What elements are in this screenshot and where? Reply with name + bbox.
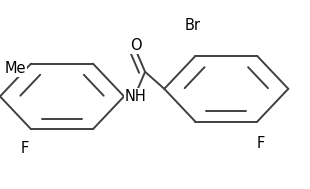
Text: NH: NH <box>125 89 147 104</box>
Text: Br: Br <box>184 18 200 33</box>
Text: Me: Me <box>4 60 26 76</box>
Text: F: F <box>256 136 264 151</box>
Text: O: O <box>130 38 142 53</box>
Text: F: F <box>21 141 29 156</box>
